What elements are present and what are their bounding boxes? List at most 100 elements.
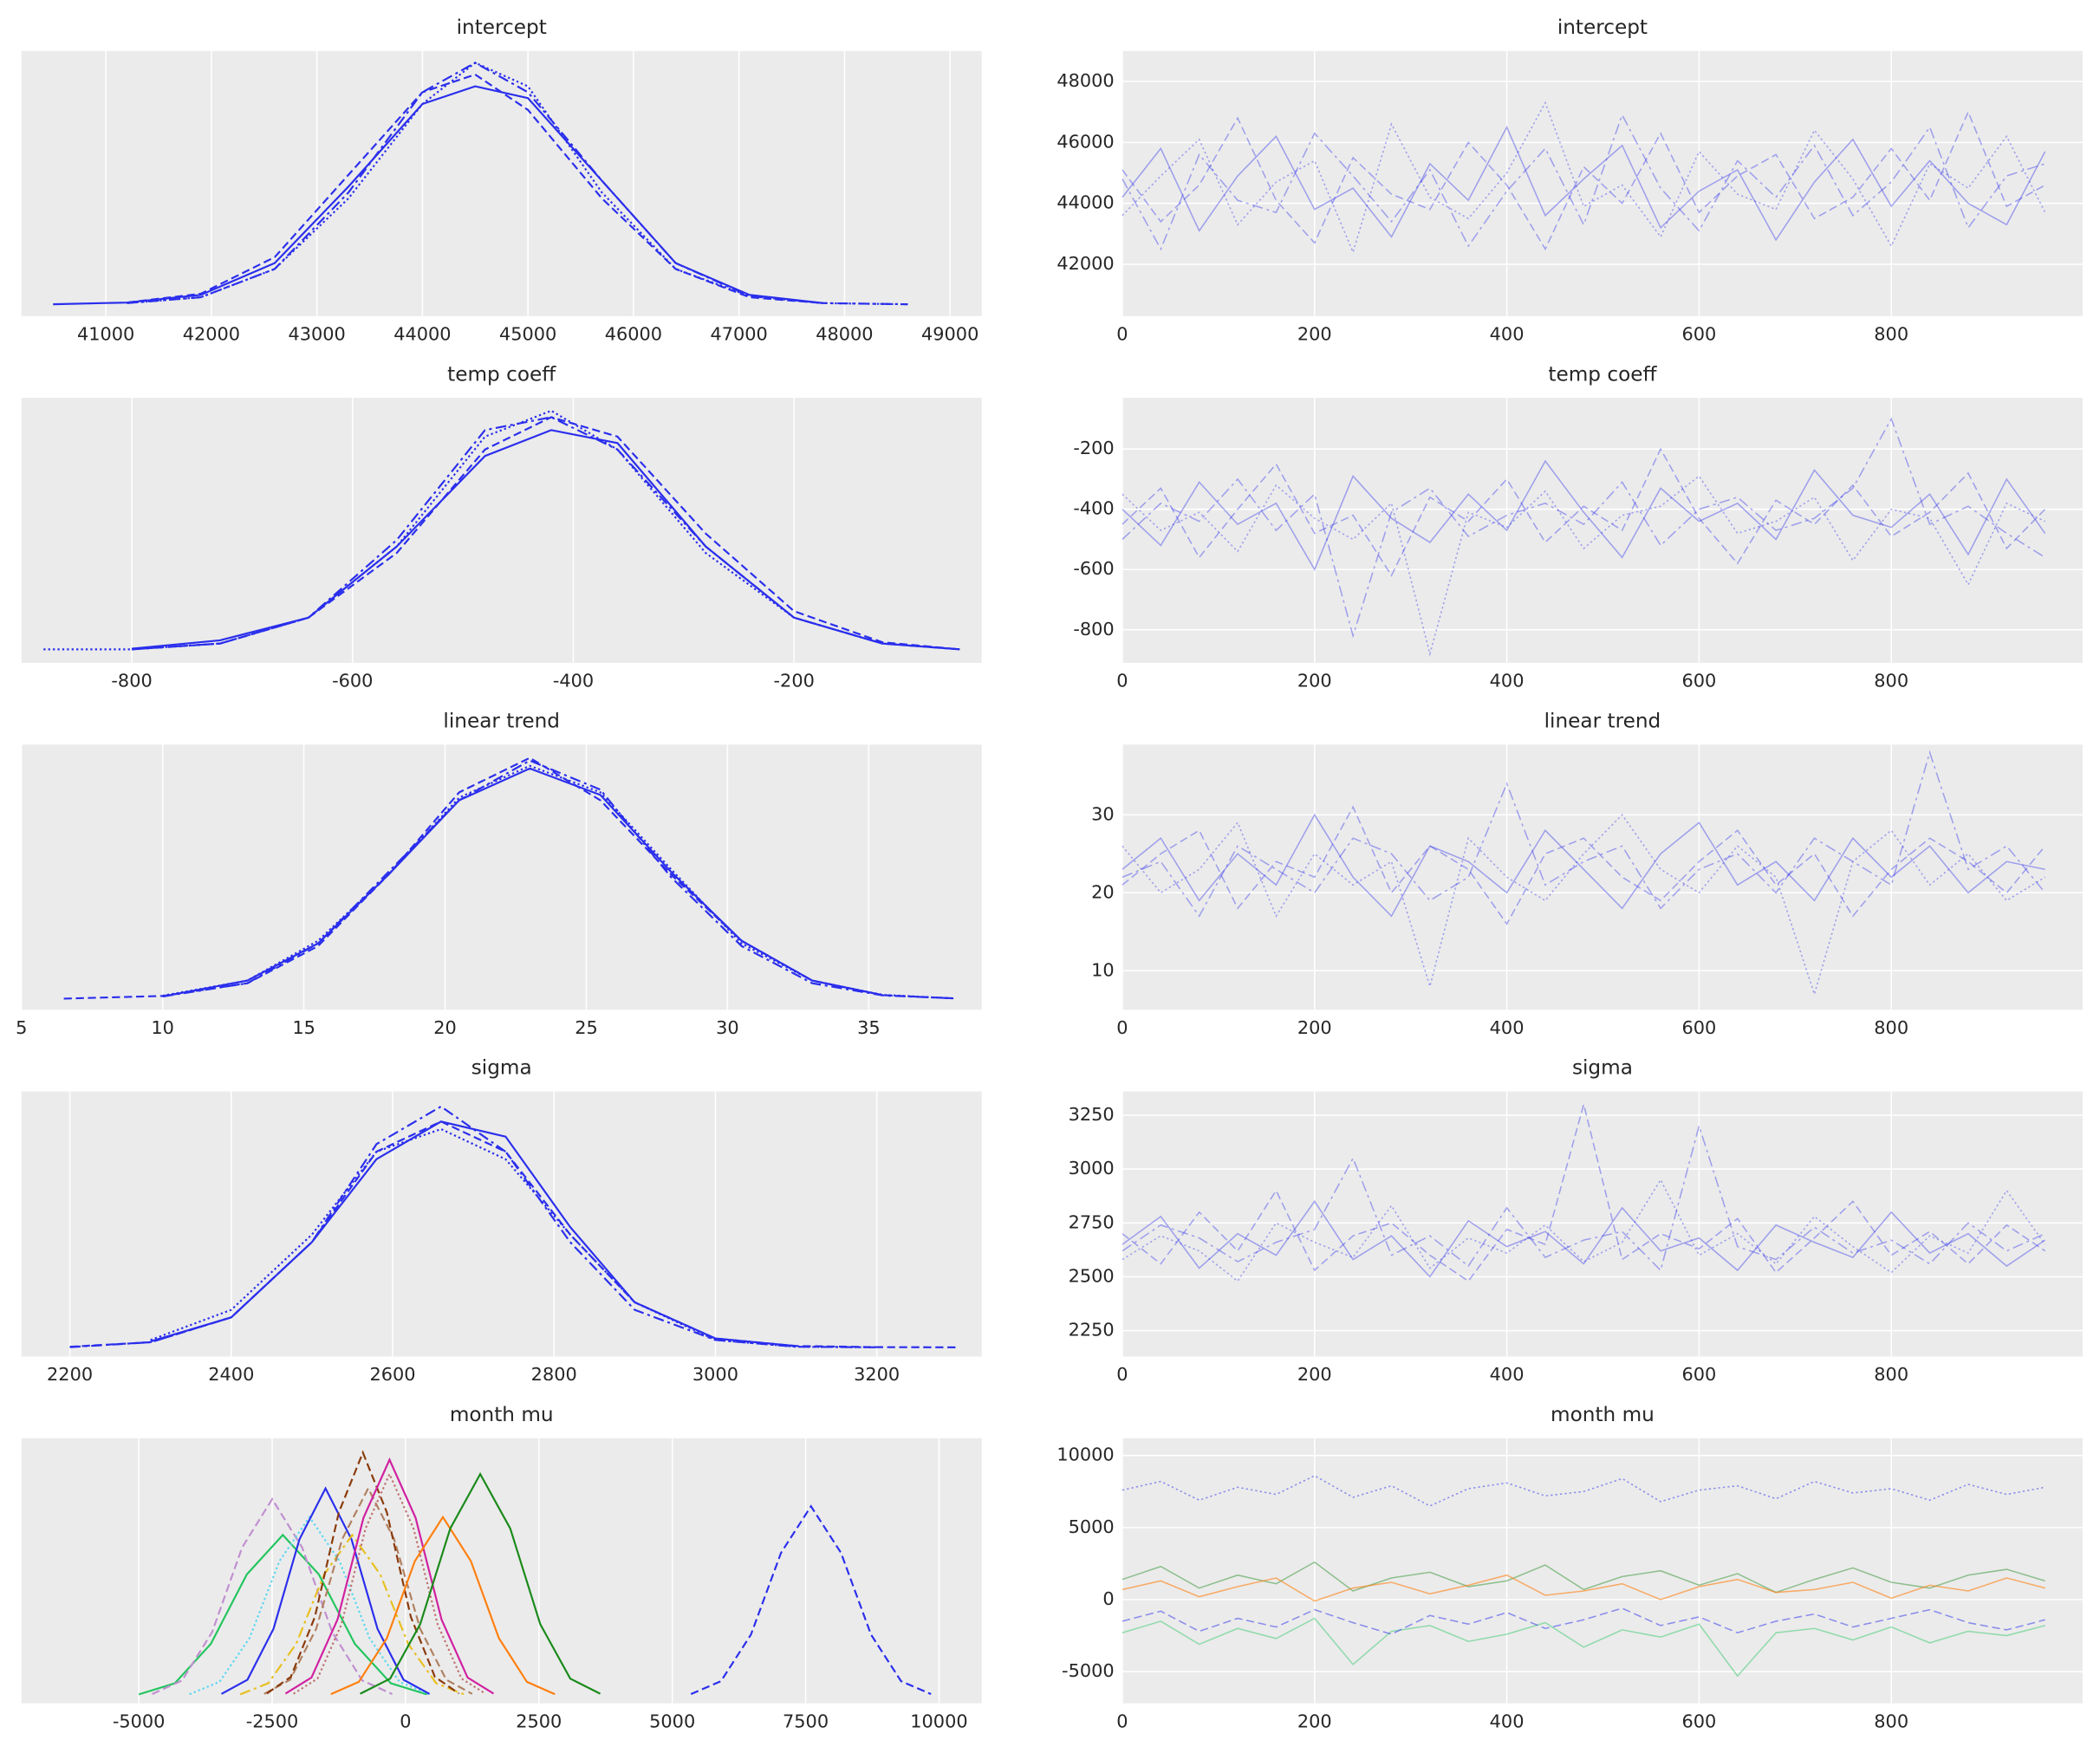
x-tick-label: 25 — [575, 1017, 598, 1038]
chain-line — [1122, 805, 2046, 925]
chain-line — [1122, 113, 2045, 251]
x-tick-label: 400 — [1490, 1711, 1525, 1731]
plot-area — [1122, 1091, 2083, 1357]
x-tick-label: 41000 — [77, 323, 134, 344]
y-tick-label: 3250 — [1069, 1104, 1115, 1125]
x-tick-label: 7500 — [783, 1711, 829, 1731]
x-tick-label: 200 — [1297, 1364, 1332, 1385]
x-tick-label: 2600 — [369, 1364, 415, 1385]
y-tick-label: 5000 — [1069, 1516, 1115, 1537]
chain-line — [1122, 459, 2046, 571]
x-tick-label: 43000 — [288, 323, 345, 344]
chain-line — [189, 1515, 431, 1696]
x-tick-label: 400 — [1490, 1364, 1525, 1385]
panel-title: temp coeff — [447, 362, 556, 386]
y-tick-label: 2750 — [1069, 1211, 1115, 1232]
x-tick-label: 800 — [1874, 323, 1908, 344]
chain-line — [1122, 1561, 2045, 1594]
chain-line — [127, 73, 824, 304]
x-tick-label: 600 — [1681, 1364, 1716, 1385]
chain-line — [1122, 1607, 2045, 1635]
y-tick-label: 46000 — [1057, 131, 1114, 152]
x-tick-label: 2200 — [47, 1364, 93, 1385]
chain-line — [284, 1457, 495, 1695]
chain-line — [1122, 813, 2045, 918]
y-tick-label: 44000 — [1057, 192, 1114, 213]
panel-title: sigma — [1572, 1056, 1633, 1080]
chain-line — [69, 1105, 877, 1348]
x-tick-label: 49000 — [921, 323, 978, 344]
chain-line — [162, 764, 954, 1000]
chain-line — [1122, 447, 2046, 577]
x-tick-label: 0 — [1116, 1711, 1128, 1731]
panel-title: month mu — [1551, 1403, 1655, 1426]
x-tick-label: 800 — [1874, 1711, 1908, 1731]
chain-line — [239, 1533, 465, 1696]
chain-line — [1122, 1475, 2045, 1507]
y-tick-label: 20 — [1091, 881, 1115, 902]
plot-area — [21, 50, 982, 316]
x-tick-label: 5 — [16, 1017, 27, 1038]
x-tick-label: -400 — [553, 671, 594, 691]
x-tick-label: 800 — [1874, 1364, 1908, 1385]
x-tick-label: 45000 — [499, 323, 556, 344]
chain-line — [132, 416, 960, 651]
panel-title: linear trend — [1544, 710, 1661, 733]
x-tick-label: 0 — [1116, 323, 1128, 344]
chain-line — [360, 1471, 601, 1695]
x-tick-label: 400 — [1490, 671, 1525, 691]
x-tick-label: 800 — [1874, 671, 1908, 691]
y-tick-label: 30 — [1091, 803, 1115, 824]
panel-title: sigma — [471, 1056, 532, 1080]
y-tick-label: 10 — [1091, 959, 1115, 980]
x-tick-label: -800 — [111, 671, 152, 691]
x-tick-label: 20 — [433, 1017, 457, 1038]
x-tick-label: 42000 — [183, 323, 240, 344]
chain-line — [1122, 1617, 2045, 1678]
chain-line — [221, 1486, 431, 1695]
panel-title: temp coeff — [1548, 362, 1657, 386]
x-tick-label: 10000 — [910, 1711, 967, 1731]
y-tick-label: 2500 — [1069, 1265, 1115, 1286]
plot-area — [1122, 398, 2083, 664]
x-tick-label: 600 — [1681, 1711, 1716, 1731]
chain-line — [263, 1486, 473, 1695]
plot-area — [1122, 744, 2083, 1010]
chain-line — [1122, 1200, 2046, 1278]
panel-title: month mu — [450, 1403, 554, 1426]
chain-line — [1122, 814, 2046, 997]
x-tick-label: 5000 — [649, 1711, 695, 1731]
x-tick-label: 200 — [1297, 1017, 1332, 1038]
x-tick-label: 400 — [1490, 323, 1525, 344]
chain-line — [1122, 417, 2046, 639]
x-tick-label: -5000 — [113, 1711, 166, 1731]
x-tick-label: 0 — [400, 1711, 411, 1731]
x-tick-label: 200 — [1297, 323, 1332, 344]
x-tick-label: 3200 — [854, 1364, 900, 1385]
plot-area — [21, 1438, 982, 1704]
y-tick-label: 42000 — [1057, 253, 1114, 274]
chain-line — [127, 62, 908, 306]
x-tick-label: 0 — [1116, 1017, 1128, 1038]
chain-line — [1122, 110, 2046, 251]
x-tick-label: 0 — [1116, 1364, 1128, 1385]
y-tick-label: -400 — [1073, 498, 1114, 519]
x-tick-label: 10 — [151, 1017, 174, 1038]
chain-line — [69, 1120, 958, 1348]
plot-area — [1122, 50, 2083, 316]
chain-line — [1122, 1123, 2045, 1272]
chain-line — [266, 1450, 460, 1695]
x-tick-label: 200 — [1297, 671, 1332, 691]
y-tick-label: 0 — [1102, 1588, 1114, 1609]
panel-title: linear trend — [443, 710, 560, 733]
chain-line — [152, 1497, 393, 1695]
x-tick-label: 800 — [1874, 1017, 1908, 1038]
x-tick-label: 2800 — [531, 1364, 577, 1385]
y-tick-label: 2250 — [1069, 1320, 1115, 1341]
plot-area — [21, 1091, 982, 1357]
x-tick-label: 46000 — [605, 323, 662, 344]
x-tick-label: 2500 — [516, 1711, 562, 1731]
chain-line — [138, 1533, 427, 1696]
chain-line — [690, 1504, 932, 1696]
x-tick-label: 200 — [1297, 1711, 1332, 1731]
